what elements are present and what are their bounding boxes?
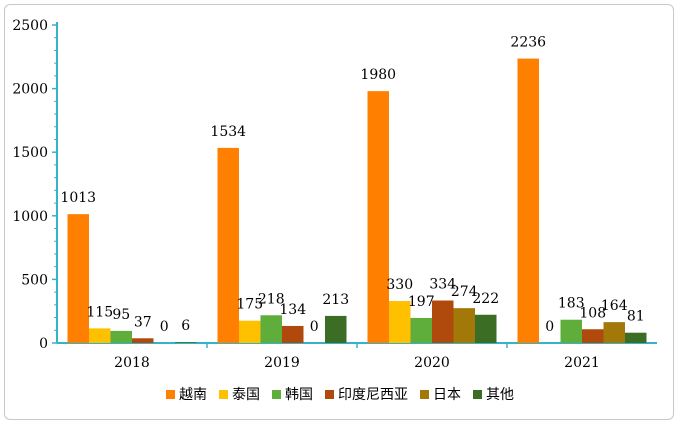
legend-label: 韩国 bbox=[285, 387, 313, 403]
legend-swatch bbox=[473, 389, 482, 399]
data-label: 1013 bbox=[60, 190, 96, 206]
bar-越南-2019 bbox=[217, 147, 239, 343]
bar-其他-2018 bbox=[175, 342, 197, 343]
data-label: 108 bbox=[579, 305, 606, 321]
data-label: 274 bbox=[451, 284, 478, 300]
data-label: 6 bbox=[181, 318, 190, 334]
legend-item: 印度尼西亚 bbox=[325, 384, 408, 404]
x-tick-label: 2019 bbox=[264, 355, 300, 371]
bar-其他-2020 bbox=[475, 314, 497, 343]
bar-日本-2021 bbox=[603, 322, 625, 343]
y-tick-label: 1500 bbox=[12, 145, 48, 161]
bar-韩国-2021 bbox=[560, 319, 582, 343]
data-label: 115 bbox=[86, 304, 113, 320]
bar-韩国-2018 bbox=[110, 330, 132, 343]
bar-越南-2021 bbox=[517, 58, 539, 343]
chart-axes: 0 500 1000 1500 2000 2500 2018 2019 2020 2021 bbox=[12, 18, 657, 371]
data-label: 134 bbox=[279, 302, 306, 318]
x-tick-label: 2020 bbox=[414, 355, 450, 371]
y-tick-label: 1000 bbox=[12, 209, 48, 225]
bar-泰国-2020 bbox=[389, 301, 411, 343]
x-tick-label: 2021 bbox=[564, 355, 600, 371]
bar-其他-2019 bbox=[325, 315, 347, 343]
bar-印度尼西亚-2018 bbox=[132, 338, 154, 343]
chart-bars bbox=[67, 58, 647, 343]
legend-swatch bbox=[166, 389, 175, 399]
data-label: 164 bbox=[601, 298, 628, 314]
y-tick-label: 2000 bbox=[12, 82, 48, 98]
data-label: 330 bbox=[386, 277, 413, 293]
legend-item: 日本 bbox=[420, 384, 461, 404]
bar-泰国-2018 bbox=[89, 328, 111, 343]
data-label: 222 bbox=[472, 291, 499, 307]
bar-其他-2021 bbox=[625, 332, 647, 343]
chart-legend: 越南 泰国 韩国 印度尼西亚 日本 其他 bbox=[0, 384, 680, 404]
data-label: 1534 bbox=[210, 124, 246, 140]
bar-泰国-2019 bbox=[239, 320, 261, 343]
y-tick-label: 2500 bbox=[12, 18, 48, 34]
legend-label: 泰国 bbox=[232, 387, 260, 403]
legend-item: 越南 bbox=[166, 384, 207, 404]
data-label: 0 bbox=[160, 319, 169, 335]
data-label: 1980 bbox=[360, 67, 396, 83]
legend-swatch bbox=[272, 389, 281, 399]
legend-label: 印度尼西亚 bbox=[338, 387, 408, 403]
data-label: 197 bbox=[408, 294, 435, 310]
bar-印度尼西亚-2021 bbox=[582, 329, 604, 343]
data-label: 0 bbox=[545, 319, 554, 335]
bar-印度尼西亚-2020 bbox=[432, 300, 454, 343]
chart-frame bbox=[4, 4, 674, 420]
legend-swatch bbox=[219, 389, 228, 399]
data-label: 175 bbox=[236, 297, 263, 313]
legend-item: 其他 bbox=[473, 384, 514, 404]
bar-越南-2020 bbox=[367, 91, 389, 343]
data-label: 81 bbox=[627, 309, 645, 325]
bar-韩国-2019 bbox=[260, 315, 282, 343]
data-label: 334 bbox=[429, 277, 456, 293]
legend-item: 韩国 bbox=[272, 384, 313, 404]
data-label: 2236 bbox=[510, 35, 546, 51]
y-tick-label: 0 bbox=[39, 336, 48, 352]
legend-swatch bbox=[325, 389, 334, 399]
bar-越南-2018 bbox=[67, 214, 89, 343]
data-label: 183 bbox=[558, 296, 585, 312]
y-tick-label: 500 bbox=[21, 272, 48, 288]
legend-item: 泰国 bbox=[219, 384, 260, 404]
data-label: 213 bbox=[322, 292, 349, 308]
bar-日本-2020 bbox=[453, 308, 475, 343]
legend-label: 越南 bbox=[179, 387, 207, 403]
data-label: 37 bbox=[134, 314, 152, 330]
bar-印度尼西亚-2019 bbox=[282, 325, 304, 343]
bar-韩国-2020 bbox=[410, 317, 432, 343]
legend-swatch bbox=[420, 389, 429, 399]
data-label: 95 bbox=[112, 307, 130, 323]
data-label: 218 bbox=[258, 291, 285, 307]
x-tick-label: 2018 bbox=[114, 355, 150, 371]
legend-label: 日本 bbox=[433, 387, 461, 403]
legend-label: 其他 bbox=[486, 387, 514, 403]
data-label: 0 bbox=[310, 319, 319, 335]
